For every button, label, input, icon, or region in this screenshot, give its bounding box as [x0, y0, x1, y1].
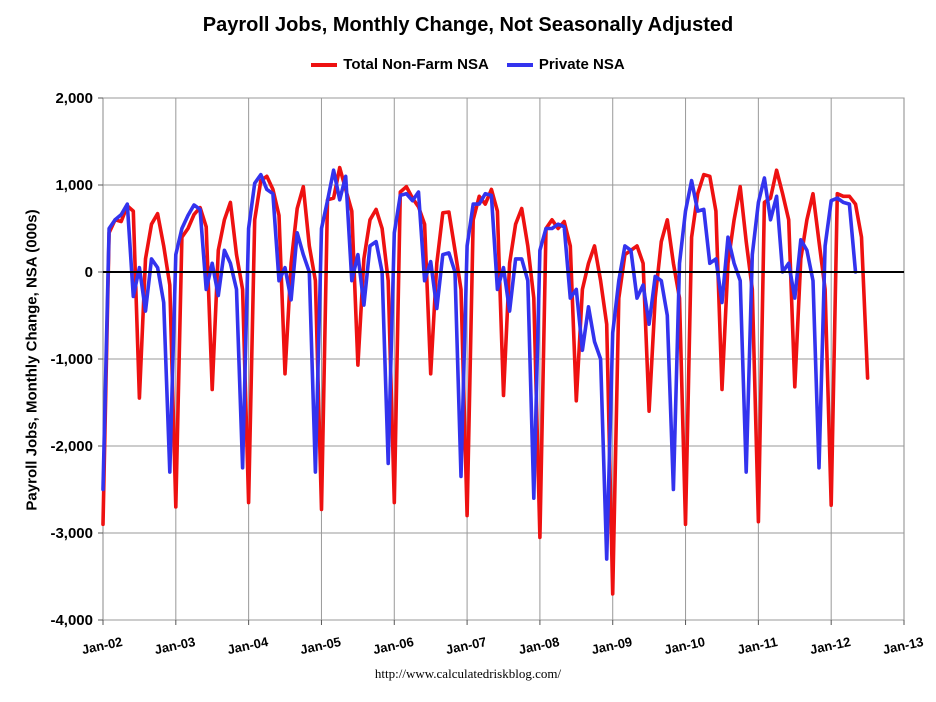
x-tick-label: Jan-06	[372, 634, 415, 657]
legend-label-total-nonfarm: Total Non-Farm NSA	[343, 56, 489, 73]
x-tick-label: Jan-02	[80, 634, 123, 657]
x-tick-label: Jan-03	[153, 634, 196, 657]
chart-title: Payroll Jobs, Monthly Change, Not Season…	[202, 14, 734, 36]
legend-item-private: Private NSA	[506, 56, 625, 73]
y-tick-label: -1,000	[50, 351, 93, 368]
x-tick-label: Jan-07	[444, 634, 487, 657]
x-tick-label: Jan-13	[881, 634, 924, 657]
x-tick-label: Jan-04	[226, 634, 270, 657]
x-tick-label: Jan-08	[517, 634, 560, 657]
x-tick-label: Jan-10	[663, 634, 706, 657]
legend-label-private: Private NSA	[538, 56, 625, 73]
y-tick-label: -3,000	[50, 525, 93, 542]
y-tick-label: 1,000	[55, 177, 93, 194]
series-line-total-nonfarm	[101, 165, 870, 596]
legend-swatch-private	[506, 62, 533, 67]
legend-swatch-total-nonfarm	[311, 62, 338, 67]
x-tick-label: Jan-12	[809, 634, 852, 657]
y-tick-label: 2,000	[55, 90, 93, 107]
legend: Total Non-Farm NSA Private NSA	[0, 56, 936, 73]
legend-item-total-nonfarm: Total Non-Farm NSA	[311, 56, 489, 73]
y-tick-label: 0	[85, 264, 93, 281]
y-tick-label: -4,000	[50, 612, 93, 629]
source-note: http://www.calculatedriskblog.com/	[374, 666, 562, 681]
x-tick-label: Jan-11	[736, 634, 779, 657]
x-tick-label: Jan-09	[590, 634, 633, 657]
x-tick-label: Jan-05	[299, 634, 342, 657]
series-line-private	[101, 168, 858, 561]
y-tick-label: -2,000	[50, 438, 93, 455]
